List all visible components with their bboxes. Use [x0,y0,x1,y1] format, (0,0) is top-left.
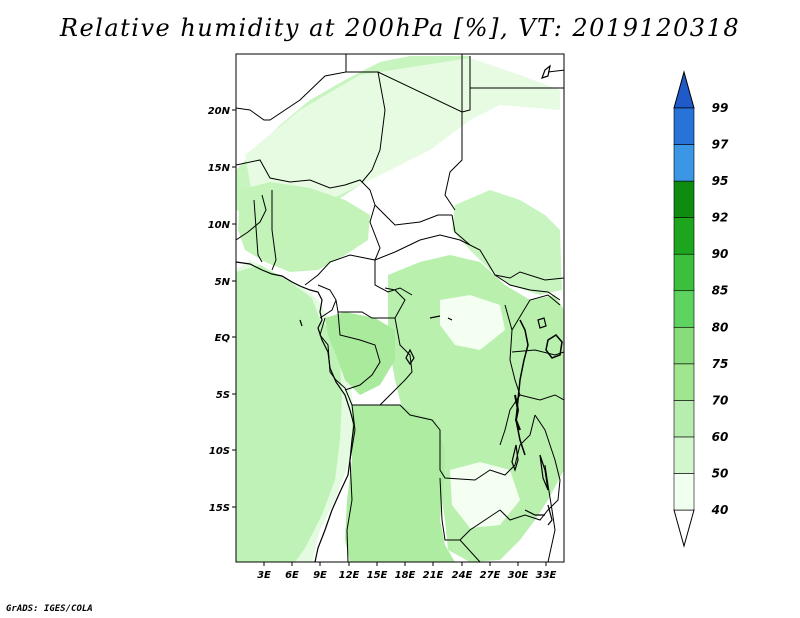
map-frame [235,53,565,563]
colorbar-bin [673,290,695,328]
lat-tick-label: 15N [208,163,231,174]
humidity-region-sahara-light [245,58,560,215]
country-borders [236,54,564,562]
colorbar-bin [673,363,695,401]
lon-tick-label: 27E [480,570,501,581]
lon-tick-label: 33E [536,570,557,581]
colorbar-label: 80 [712,320,729,334]
lon-tick-label: 9E [313,570,327,581]
lat-tick-label: 15S [209,503,230,514]
colorbar-label: 99 [712,101,729,115]
colorbar-label: 90 [712,247,729,261]
lon-tick-label: 24E [452,570,473,581]
colorbar-bin [673,144,695,182]
humidity-region-angola [345,405,455,562]
colorbar-label: 70 [712,393,729,407]
colorbar-label: 60 [712,430,729,444]
colorbar-label: 97 [712,138,729,152]
humidity-region-west-africa [238,182,370,272]
lat-tick-label: 5N [215,277,231,288]
coastline [236,64,563,562]
lon-tick-label: 12E [339,570,360,581]
map-title: Relative humidity at 200hPa [%], VT: 201… [59,14,741,42]
lat-tick-label: 5S [216,390,230,401]
colorbar-label: 40 [711,503,729,517]
lon-tick-label: 3E [257,570,271,581]
lon-tick-label: 18E [395,570,416,581]
lat-axis: 20N 15N 10N 5N EQ 5S 10S 15S [208,106,236,514]
lon-tick-label: 30E [508,570,529,581]
colorbar-bin [673,436,695,474]
colorbar-bin [673,473,695,511]
colorbar-label: 95 [712,174,729,188]
colorbar-bin [673,217,695,255]
colorbar-bin [673,107,695,145]
colorbar-label: 92 [712,211,729,225]
colorbar-label: 85 [712,284,729,298]
colorbar-label: 50 [712,466,729,480]
lon-tick-label: 15E [367,570,388,581]
humidity-region-dry-patch [440,295,505,350]
colorbar-top-arrow [673,70,695,109]
lat-tick-label: 10S [209,446,230,457]
colorbar-bins [673,107,695,511]
credit-text: GrADS: IGES/COLA [6,604,93,614]
lat-tick-label: EQ [215,333,231,344]
colorbar-labels: 40 50 60 70 75 80 85 90 92 95 97 99 [711,101,729,517]
colorbar-bin [673,180,695,218]
humidity-shading [236,56,564,562]
colorbar-label: 75 [712,357,729,371]
humidity-region-dry-patch [450,462,520,528]
lon-tick-label: 6E [285,570,299,581]
lat-tick-label: 10N [208,220,231,231]
humidity-region-central [388,255,564,562]
colorbar: 40 50 60 70 75 80 85 90 92 95 97 99 [673,70,729,548]
colorbar-bin [673,253,695,292]
humidity-region-sudan [452,190,562,295]
lat-tick-label: 20N [208,106,231,117]
colorbar-bottom-arrow [673,509,695,548]
humidity-region-west [236,265,342,562]
colorbar-bin [673,400,695,438]
lon-axis: 3E 6E 9E 12E 15E 18E 21E 24E 27E 30E 33E [257,562,557,581]
humidity-region-gabon [325,312,395,395]
lon-tick-label: 21E [423,570,444,581]
colorbar-bin [673,326,695,365]
